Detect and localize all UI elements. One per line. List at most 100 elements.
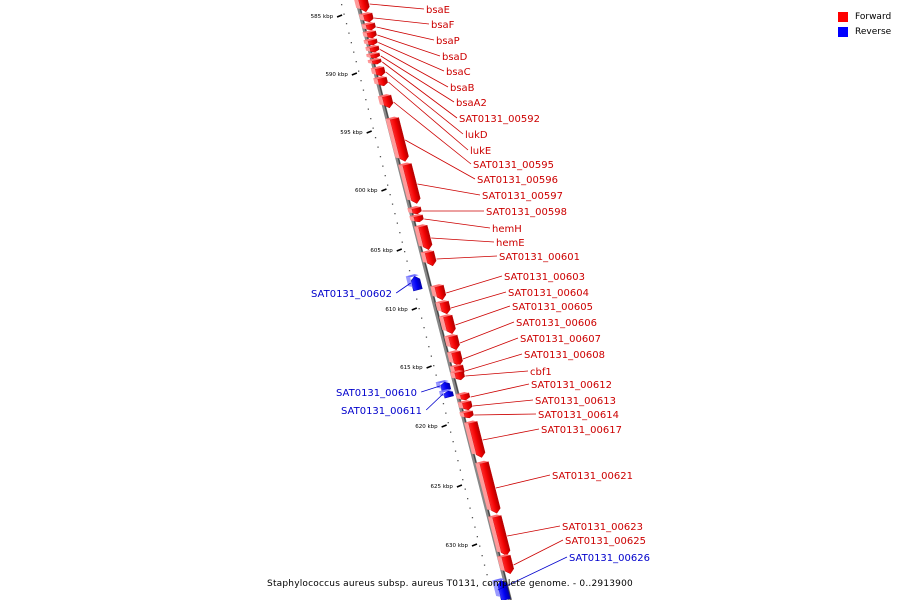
gene-label[interactable]: SAT0131_00602	[311, 289, 392, 300]
gene-feature[interactable]	[353, 0, 370, 14]
gene-feature[interactable]	[464, 420, 486, 460]
gene-label[interactable]: SAT0131_00605	[512, 302, 593, 313]
gene-top-face	[455, 392, 469, 396]
scale-dot	[486, 574, 488, 576]
gene-side-face	[459, 412, 465, 418]
gene-feature[interactable]	[367, 57, 382, 66]
gene-feature[interactable]	[435, 379, 452, 392]
gene-feature[interactable]	[439, 388, 454, 399]
gene-top-face	[459, 410, 473, 414]
gene-side-face	[377, 96, 385, 106]
gene-feature[interactable]	[366, 51, 381, 60]
gene-label[interactable]: SAT0131_00614	[538, 410, 619, 421]
gene-side-face	[457, 402, 464, 409]
gene-label[interactable]: bsaP	[436, 36, 460, 47]
gene-top-face	[409, 214, 423, 218]
gene-top-face	[361, 22, 375, 26]
gene-feature[interactable]	[457, 399, 473, 412]
gene-label[interactable]: SAT0131_00611	[341, 406, 422, 417]
gene-label[interactable]: hemE	[496, 238, 525, 249]
gene-feature[interactable]	[373, 75, 388, 88]
gene-label[interactable]: SAT0131_00613	[535, 396, 616, 407]
gene-label[interactable]: lukE	[470, 146, 491, 157]
gene-label[interactable]: bsaB	[450, 83, 475, 94]
gene-side-face	[439, 391, 445, 397]
gene-feature[interactable]	[444, 333, 461, 352]
gene-feature[interactable]	[377, 93, 394, 110]
gene-feature[interactable]	[407, 205, 422, 216]
gene-label[interactable]: SAT0131_00595	[473, 160, 554, 171]
gene-label[interactable]: SAT0131_00612	[531, 380, 612, 391]
gene-label[interactable]: bsaF	[431, 20, 455, 31]
gene-label[interactable]: SAT0131_00598	[486, 207, 567, 218]
gene-feature[interactable]	[459, 409, 474, 420]
scale-dot	[467, 498, 469, 500]
gene-feature[interactable]	[370, 65, 386, 78]
gene-feature[interactable]	[420, 249, 438, 268]
gene-top-face	[358, 12, 372, 16]
gene-label[interactable]: SAT0131_00596	[477, 175, 558, 186]
gene-label[interactable]: SAT0131_00625	[565, 536, 646, 547]
gene-label[interactable]: SAT0131_00608	[524, 350, 605, 361]
scale-dot	[435, 374, 437, 376]
gene-label[interactable]: SAT0131_00607	[520, 334, 601, 345]
reverse-swatch	[838, 26, 848, 37]
gene-top-face	[420, 250, 434, 254]
gene-label[interactable]: SAT0131_00621	[552, 471, 633, 482]
gene-feature[interactable]	[385, 116, 410, 164]
gene-label[interactable]: bsaC	[446, 67, 471, 78]
gene-label[interactable]: SAT0131_00623	[562, 522, 643, 533]
gene-label[interactable]: SAT0131_00601	[499, 252, 580, 263]
gene-top-face	[444, 334, 458, 338]
scale-dot	[362, 89, 365, 91]
scale-dot	[423, 327, 425, 329]
gene-label[interactable]: SAT0131_00597	[482, 191, 563, 202]
gene-feature[interactable]	[362, 29, 377, 40]
scale-dot	[365, 99, 367, 101]
gene-label[interactable]: bsaD	[442, 52, 468, 63]
gene-label[interactable]: SAT0131_00626	[569, 553, 650, 564]
gene-label-leader	[374, 17, 430, 25]
gene-label[interactable]: bsaE	[426, 5, 450, 16]
gene-label-leader	[495, 474, 551, 489]
scale-dot	[459, 469, 461, 471]
gene-feature[interactable]	[438, 313, 457, 336]
gene-label[interactable]: SAT0131_00610	[336, 388, 417, 399]
gene-feature[interactable]	[497, 553, 515, 576]
gene-feature[interactable]	[455, 391, 471, 402]
gene-side-face	[363, 40, 369, 45]
gene-feature[interactable]	[365, 44, 380, 54]
gene-label[interactable]: lukD	[465, 130, 488, 141]
gene-feature[interactable]	[447, 349, 464, 368]
gene-feature[interactable]	[361, 21, 376, 32]
gene-feature[interactable]	[363, 37, 378, 47]
gene-feature[interactable]	[409, 213, 424, 224]
gene-label[interactable]: bsaA2	[456, 98, 487, 109]
gene-feature[interactable]	[435, 299, 451, 316]
scale-dot	[476, 536, 478, 538]
scale-tick-label: 610 kbp	[385, 307, 408, 313]
gene-top-face	[435, 380, 449, 384]
gene-feature[interactable]	[492, 577, 511, 600]
gene-label[interactable]: SAT0131_00592	[459, 114, 540, 125]
gene-feature[interactable]	[358, 11, 374, 24]
scale-dot	[447, 422, 449, 424]
backbone-line	[355, 0, 512, 600]
scale-dot	[430, 355, 432, 357]
gene-feature[interactable]	[430, 283, 447, 302]
gene-feature[interactable]	[488, 514, 511, 558]
gene-label[interactable]: SAT0131_00606	[516, 318, 597, 329]
gene-feature[interactable]	[405, 273, 423, 292]
gene-feature[interactable]	[450, 369, 465, 382]
gene-label-leader	[405, 139, 476, 180]
gene-feature[interactable]	[398, 162, 421, 206]
gene-feature[interactable]	[414, 223, 433, 251]
gene-label[interactable]: cbf1	[530, 367, 552, 378]
gene-label[interactable]: SAT0131_00604	[508, 288, 589, 299]
gene-label[interactable]: SAT0131_00603	[504, 272, 585, 283]
gene-label-leader	[462, 337, 519, 360]
gene-label[interactable]: hemH	[492, 224, 522, 235]
gene-feature[interactable]	[475, 460, 501, 516]
gene-side-face	[475, 462, 492, 511]
gene-label[interactable]: SAT0131_00617	[541, 425, 622, 436]
